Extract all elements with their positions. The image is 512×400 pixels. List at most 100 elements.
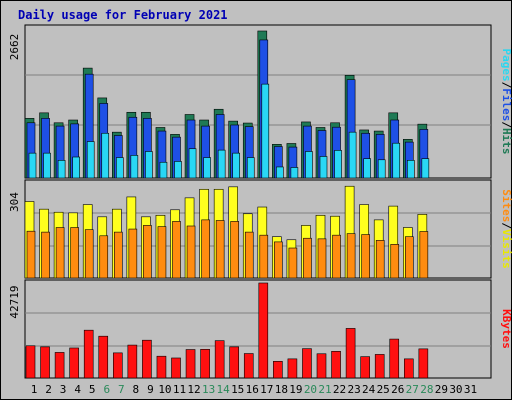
x-tick-label-22: 22 [333,383,346,396]
x-tick-label-20: 20 [304,383,317,396]
bar-kbytes-day-7 [113,352,123,379]
side-label-part: Sites [500,189,512,222]
side-label-part: Pages [500,49,512,82]
bar-sites-day-1 [26,230,36,279]
bar-sites-day-2 [41,231,50,279]
bar-sites-day-23 [346,233,356,279]
bar-kbytes-day-2 [40,346,50,379]
bar-pages-day-15 [232,152,240,179]
bar-kbytes-day-21 [316,353,327,379]
x-tick-label-30: 30 [449,383,462,396]
bar-pages-day-22 [334,150,342,179]
bar-sites-day-14 [215,220,225,279]
bar-sites-day-12 [186,225,196,279]
x-tick-label-9: 9 [147,383,154,396]
bar-pages-day-25 [377,159,386,179]
x-tick-label-16: 16 [246,383,259,396]
bar-sites-day-11 [172,221,181,279]
bar-pages-day-14 [217,149,226,179]
bar-pages-day-23 [348,131,357,179]
panel-bot-side-label: KBytes [500,309,512,349]
panel-top-max-label: 2662 [8,34,21,61]
bar-pages-day-5 [86,141,95,179]
bar-kbytes-day-3 [54,352,65,379]
bar-sites-day-9 [143,225,152,279]
x-tick-label-13: 13 [202,383,215,396]
x-tick-label-7: 7 [118,383,125,396]
bar-sites-day-8 [128,228,138,279]
bar-pages-day-27 [406,160,415,179]
bar-sites-day-24 [361,234,370,279]
x-tick-label-25: 25 [377,383,390,396]
x-tick-label-14: 14 [217,383,231,396]
bar-kbytes-day-4 [69,347,79,379]
bar-sites-day-20 [303,237,312,279]
bar-pages-day-4 [72,156,80,179]
side-label-part: Files [500,88,512,121]
bar-pages-day-19 [290,167,299,179]
bar-kbytes-day-16 [243,353,254,379]
x-tick-label-26: 26 [391,383,404,396]
bar-kbytes-day-9 [142,339,152,379]
x-tick-label-23: 23 [347,383,360,396]
bar-sites-day-25 [375,240,385,279]
bar-kbytes-day-23 [345,328,356,379]
bar-pages-day-1 [28,152,37,179]
bar-sites-day-16 [244,231,254,279]
x-tick-label-11: 11 [173,383,186,396]
side-label-part: / [500,82,512,89]
x-tick-label-12: 12 [187,383,200,396]
panel-bot: 42719 KBytes [8,279,512,379]
bar-pages-day-16 [246,157,255,179]
bar-sites-day-7 [114,231,123,279]
x-tick-label-8: 8 [133,383,140,396]
panel-bot-max-label: 42719 [8,285,21,318]
x-tick-label-10: 10 [158,383,171,396]
bar-sites-day-4 [70,227,79,279]
bar-sites-day-18 [274,241,283,279]
x-tick-label-3: 3 [60,383,67,396]
x-tick-label-17: 17 [260,383,273,396]
bar-sites-day-15 [230,221,239,279]
bar-kbytes-day-6 [98,335,109,379]
panel-mid-side-label: Sites/Visits [500,189,512,269]
x-tick-label-18: 18 [275,383,288,396]
bar-pages-day-8 [130,155,139,179]
bar-pages-day-12 [188,148,197,179]
x-tick-label-15: 15 [231,383,244,396]
bar-kbytes-day-20 [302,348,312,379]
side-label-part: Hits [500,128,512,155]
bar-kbytes-day-5 [83,329,94,379]
x-tick-label-19: 19 [289,383,302,396]
bar-pages-day-2 [43,152,51,179]
bar-pages-day-26 [392,142,401,179]
bar-sites-day-21 [317,238,327,279]
bar-kbytes-day-12 [185,349,196,379]
bar-sites-day-28 [419,231,429,279]
x-tick-label-1: 1 [31,383,38,396]
bar-kbytes-day-1 [25,345,36,379]
side-label-part: Visits [500,229,512,269]
bar-kbytes-day-24 [360,356,370,379]
x-tick-label-24: 24 [362,383,376,396]
bar-kbytes-day-19 [287,358,298,379]
bar-sites-day-10 [157,226,167,279]
bar-kbytes-day-28 [418,348,429,379]
bar-kbytes-day-11 [171,357,181,379]
bar-sites-day-26 [390,244,400,279]
panel-top-side-label: Pages/Files/Hits [500,49,512,155]
bar-sites-day-5 [84,229,94,279]
bar-kbytes-day-15 [229,346,239,379]
bar-pages-day-21 [319,156,328,179]
bar-kbytes-day-17 [258,282,269,379]
bar-pages-day-17 [261,83,270,179]
bar-pages-day-3 [57,160,66,179]
x-tick-label-4: 4 [74,383,81,396]
panel-mid: 304 Sites/Visits [8,179,512,279]
bar-sites-day-27 [404,236,414,279]
x-tick-label-31: 31 [464,383,477,396]
panel-mid-max-label: 304 [8,192,21,212]
bar-pages-day-24 [363,158,371,179]
